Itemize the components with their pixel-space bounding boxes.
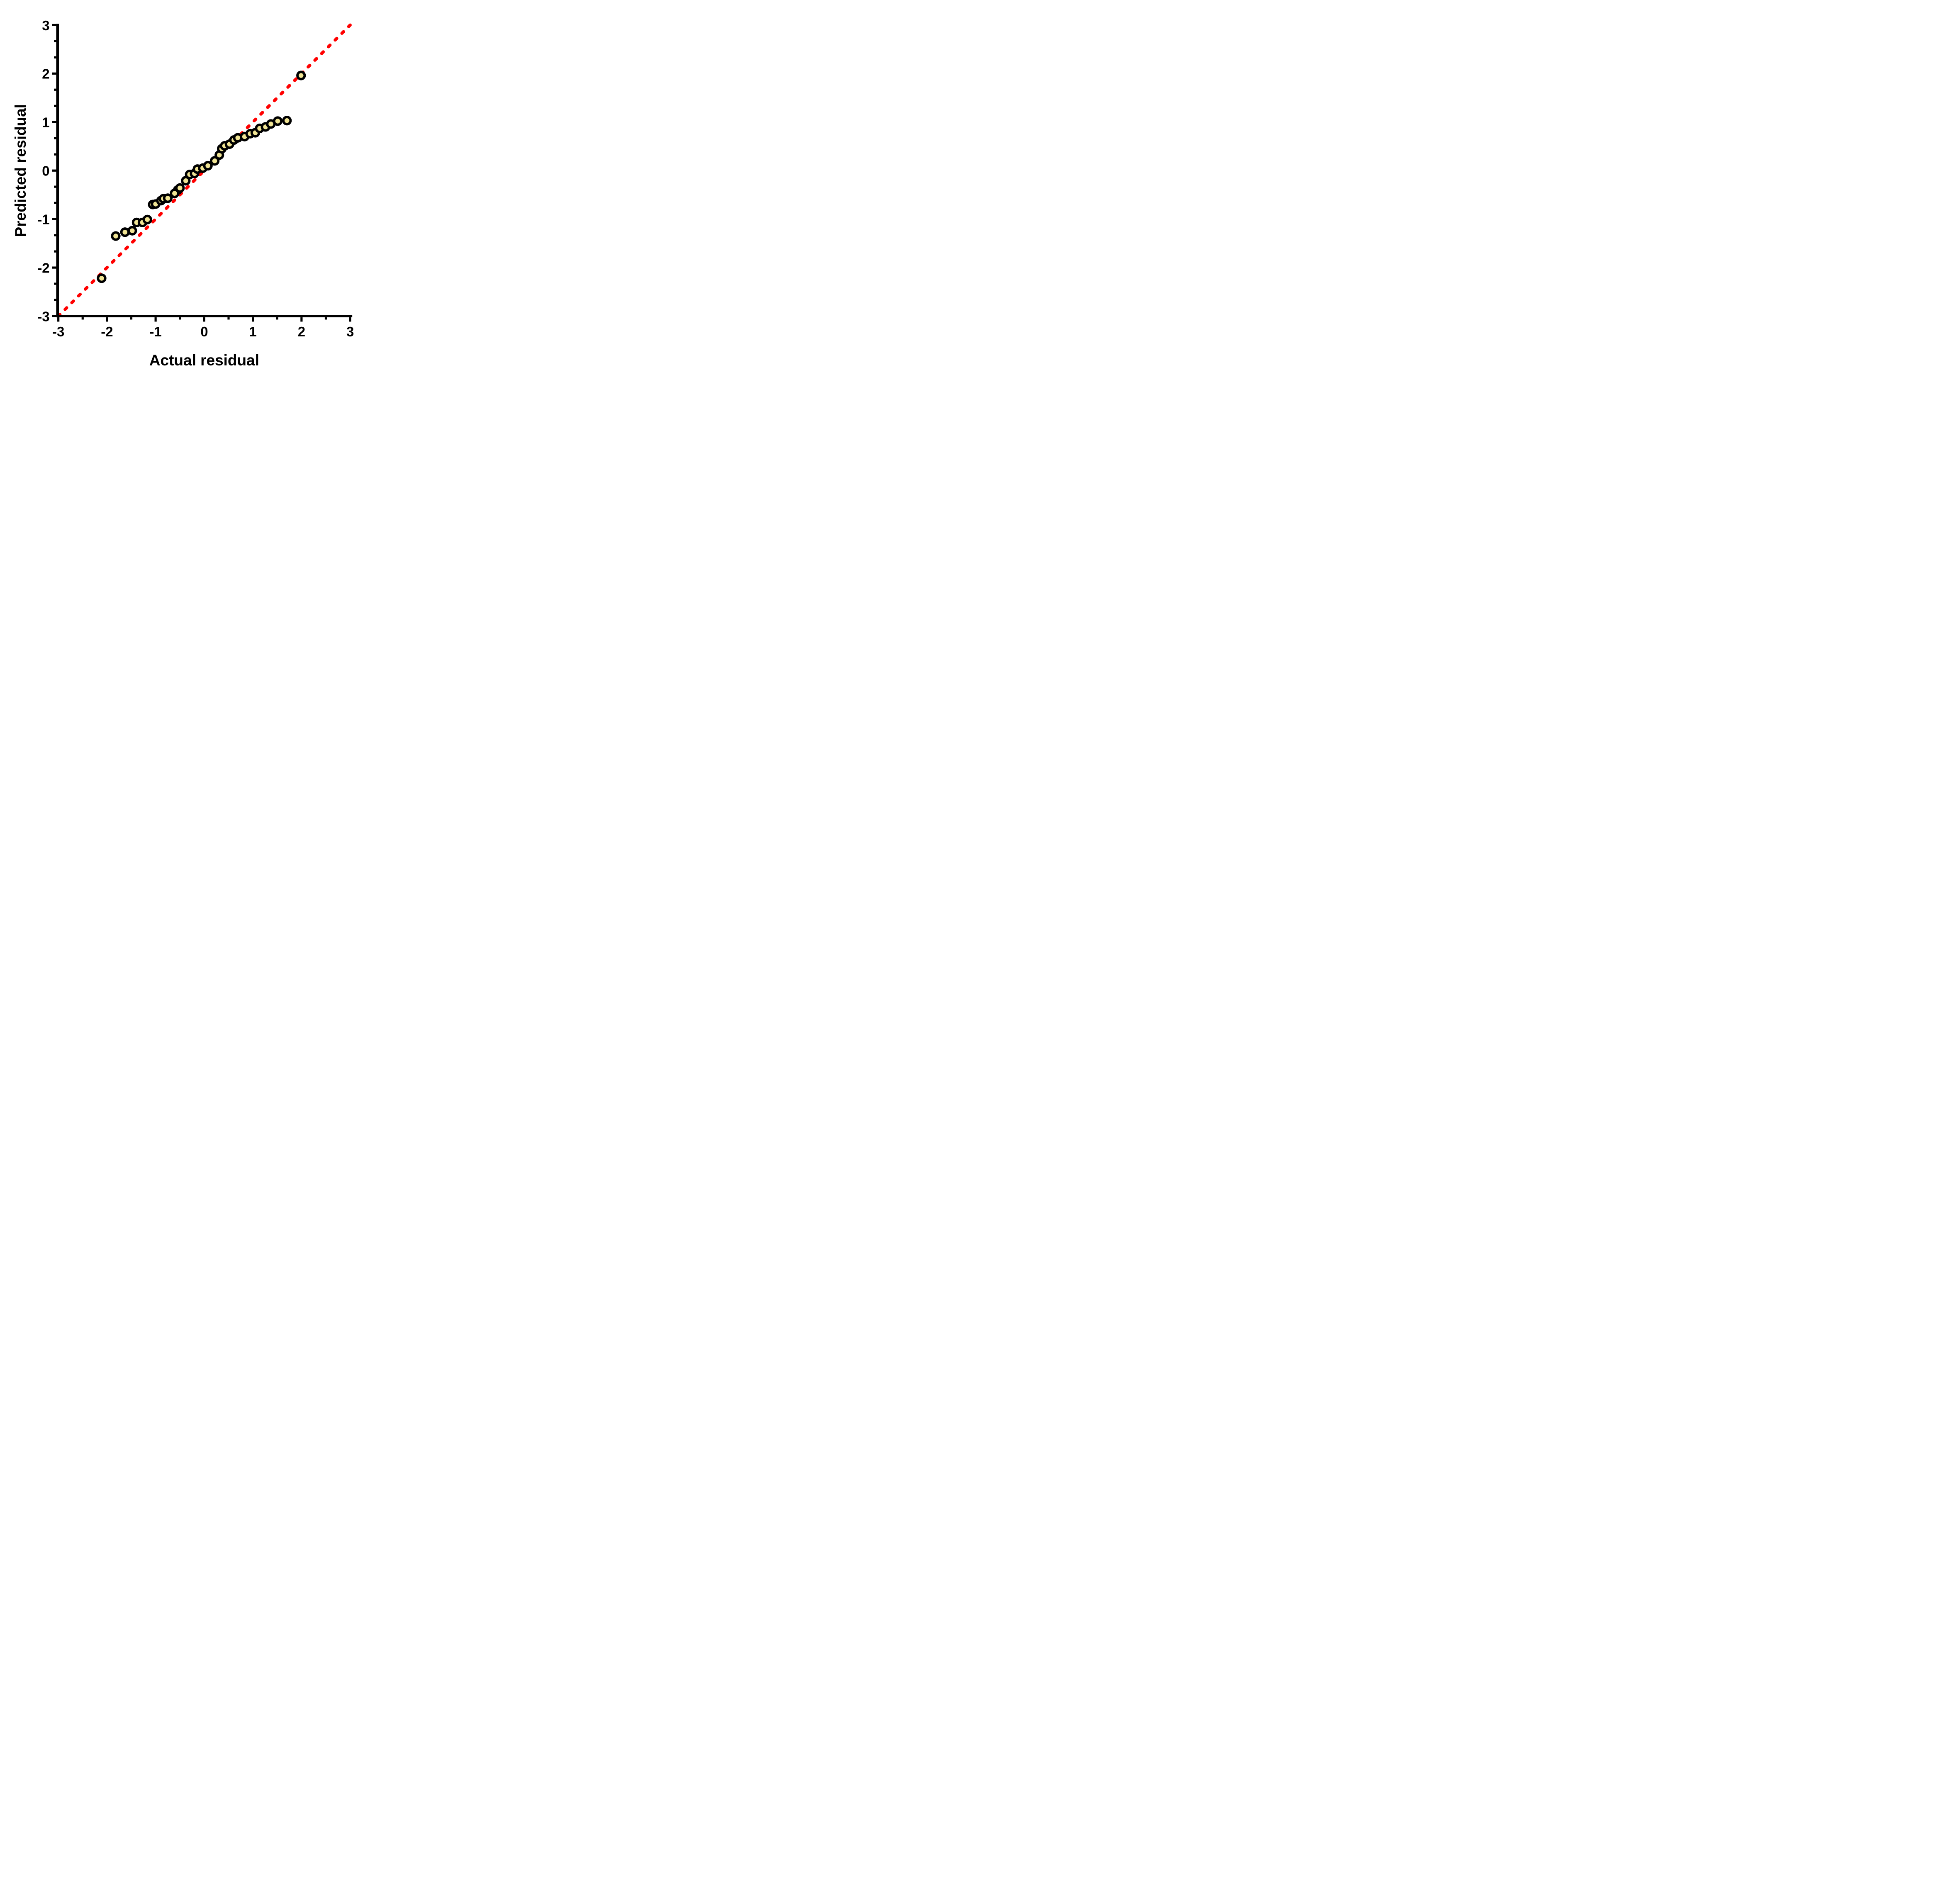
y-minor-tick [54,282,56,285]
qq-plot-figure: 3 2 1 0 -1 -2 -3 -3 -2 -1 0 1 2 3 Actual residual Pr… [0,0,392,377]
y-major-tick [52,315,56,317]
data-points-group [97,71,306,283]
x-major-tick [252,317,254,322]
x-minor-tick [130,317,133,320]
data-point [203,161,213,171]
data-point [163,193,173,203]
y-minor-tick [54,185,56,188]
data-point [170,188,180,198]
x-major-tick [300,317,303,322]
x-tick-label: 3 [346,324,354,339]
data-point [97,273,107,283]
x-tick-label: 2 [298,324,305,339]
y-axis-title: Predicted residual [12,104,29,237]
y-minor-tick [54,40,56,42]
x-tick-label: -2 [101,324,113,339]
y-minor-tick [54,234,56,236]
x-tick-label: 0 [200,324,208,339]
data-point [282,116,292,126]
x-minor-tick [81,317,84,320]
x-tick-label: -3 [52,324,64,339]
y-axis: 3 2 1 0 -1 -2 -3 [37,18,59,324]
data-point [111,231,121,241]
x-minor-tick [179,317,181,320]
x-minor-tick [227,317,230,320]
x-axis: -3 -2 -1 0 1 2 3 [52,315,354,339]
y-tick-label: 1 [42,115,49,130]
data-point [175,183,185,193]
x-major-tick [349,317,351,322]
y-tick-label: -3 [37,309,49,324]
scatter-chart: 3 2 1 0 -1 -2 -3 -3 -2 -1 0 1 2 3 Actual residual Pr… [12,18,354,369]
y-tick-label: 0 [42,163,49,179]
y-major-tick [52,72,56,75]
y-axis-spine [56,24,59,318]
data-point [120,227,130,237]
data-point [210,156,220,166]
data-point [142,214,152,224]
x-major-tick [57,317,60,322]
y-minor-tick [54,153,56,156]
y-minor-tick [54,88,56,91]
x-tick-label: -1 [149,324,161,339]
y-minor-tick [54,250,56,253]
x-major-tick [203,317,205,322]
x-axis-title: Actual residual [149,352,259,369]
y-tick-label: 3 [42,18,49,33]
y-minor-tick [54,56,56,58]
y-tick-label: -2 [37,260,49,276]
y-major-tick [52,24,56,26]
y-tick-label: -1 [37,212,49,227]
y-major-tick [52,218,56,220]
x-tick-label: 1 [249,324,256,339]
x-axis-spine [56,315,353,318]
data-point [127,226,137,236]
y-minor-tick [54,105,56,107]
x-major-tick [106,317,108,322]
y-major-tick [52,266,56,269]
x-major-tick [154,317,157,322]
y-major-tick [52,169,56,172]
x-minor-tick [324,317,327,320]
y-minor-tick [54,202,56,204]
y-tick-label: 2 [42,66,49,82]
data-point [296,71,306,80]
y-minor-tick [54,299,56,301]
y-minor-tick [54,137,56,139]
y-major-tick [52,121,56,123]
x-minor-tick [276,317,278,320]
data-point [273,116,283,126]
